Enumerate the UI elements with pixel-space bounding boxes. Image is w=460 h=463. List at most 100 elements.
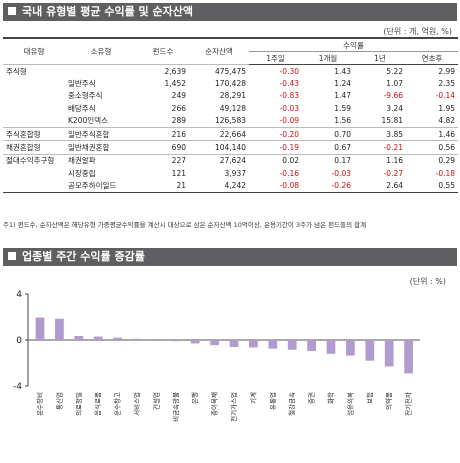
y-tick-label: 4 <box>16 290 22 300</box>
section-title: 국내 유형별 평균 수익률 및 순자산액 <box>22 5 193 18</box>
cell-m1: 0.67 <box>302 140 354 155</box>
cell-fund-count: 227 <box>137 153 189 168</box>
cell-net-assets: 475,475 <box>189 64 249 78</box>
cell-ytd: 0.29 <box>406 153 459 168</box>
cell-net-assets: 3,937 <box>224 168 246 178</box>
cell-ytd: -0.14 <box>435 91 456 101</box>
cell-ytd: 1.95 <box>438 103 456 113</box>
x-tick-label: 의료정밀 <box>74 392 83 416</box>
cell-y1: 1.07 <box>386 79 403 89</box>
y-tick-label: 0 <box>16 336 22 346</box>
table-row: 채권혼합형 일반채권혼합 690 104,140 -0.19 0.67 -0.21 0.56 <box>3 140 459 155</box>
x-tick-label: 철강금속 <box>287 392 296 416</box>
cell-fund-count: 1,452 <box>164 79 186 89</box>
bar <box>210 340 219 346</box>
cell-w1: -0.16 <box>279 168 299 178</box>
chart-unit-label: (단위 : %) <box>409 277 446 286</box>
table-row: 주식혼합형 일반주식혼합 216 22,664 -0.20 0.70 3.85 1.46 <box>3 126 459 141</box>
x-tick-label: 기계 <box>248 392 257 404</box>
header-1w: 1주일 <box>249 51 302 65</box>
bar <box>249 340 258 348</box>
cell-fund-count: 266 <box>171 103 186 113</box>
x-tick-label: 비금속광물 <box>171 392 180 422</box>
cell-y1: -0.21 <box>354 140 406 155</box>
cell-net-assets: 28,291 <box>219 91 246 101</box>
cell-m1: 1.47 <box>334 91 351 101</box>
cell-net-assets: 4,242 <box>189 179 249 193</box>
bar <box>74 335 84 340</box>
cell-subtype: 채권알파 <box>65 153 137 168</box>
cell-ytd: 2.35 <box>438 79 456 89</box>
cell-subtype: 일반채권혼합 <box>65 140 137 155</box>
cell-subtype: 일반주식혼합 <box>65 126 137 141</box>
cell-w1: -0.19 <box>249 140 302 155</box>
cell-w1: -0.08 <box>249 179 302 193</box>
cell-y1: 2.64 <box>354 179 406 193</box>
cell-m1: -0.03 <box>331 168 351 178</box>
header-ytd: 연초후 <box>406 51 459 65</box>
bar <box>346 340 355 356</box>
bullet-square-icon <box>8 7 16 15</box>
section-header-returns: 국내 유형별 평균 수익률 및 순자산액 <box>3 3 457 21</box>
x-tick-label: 화학 <box>326 392 335 404</box>
cell-net-assets: 126,583 <box>214 116 246 126</box>
x-tick-label: 종이목재 <box>210 392 219 416</box>
cell-m1: 0.17 <box>302 153 354 168</box>
header-subtype: 소유형 <box>65 37 137 65</box>
x-tick-label: 보험 <box>366 392 374 404</box>
cell-fund-count: 216 <box>137 126 189 141</box>
cell-ytd: 4.82 <box>438 116 456 126</box>
cell-subtype: K200인덱스 <box>68 116 108 126</box>
table-row: 일반주식 1,452 170,428 -0.43 1.24 1.07 2.35 <box>3 77 458 89</box>
y-tick-label: -4 <box>13 382 22 392</box>
bar <box>287 340 297 350</box>
x-tick-label: 전기가스업 <box>229 392 238 422</box>
table-row: 공모주하이일드 21 4,242 -0.08 -0.26 2.64 0.55 <box>3 179 459 193</box>
header-fund-count: 펀드수 <box>137 37 189 65</box>
cell-y1: 3.24 <box>386 103 403 113</box>
table-row: 시장중립 121 3,937 -0.16 -0.03 -0.27 -0.18 <box>3 167 458 179</box>
x-tick-label: 건설업 <box>151 392 160 410</box>
x-tick-label: 섬유의복 <box>345 392 354 416</box>
cell-fund-count: 690 <box>137 140 189 155</box>
bar <box>171 340 181 342</box>
cell-w1: -0.09 <box>279 116 299 126</box>
cell-w1: -0.30 <box>249 64 302 78</box>
bar <box>113 337 122 340</box>
cell-net-assets: 170,428 <box>214 79 246 89</box>
bar <box>93 336 103 340</box>
bar <box>35 317 45 340</box>
x-tick-label: 서비스업 <box>132 392 141 416</box>
cell-ytd: 0.56 <box>406 140 459 155</box>
cell-ytd: 0.55 <box>406 179 459 193</box>
cell-m1: 1.56 <box>334 116 351 126</box>
bar <box>404 340 413 374</box>
section-header-sector: 업종별 주간 수익률 증감률 <box>3 248 457 266</box>
bar <box>152 340 161 341</box>
cell-y1: -9.66 <box>383 91 403 101</box>
cell-fund-count: 289 <box>171 116 186 126</box>
cell-type: 채권혼합형 <box>3 140 65 155</box>
cell-subtype: 공모주하이일드 <box>65 179 137 193</box>
table-row: K200인덱스 289 126,583 -0.09 1.56 15.81 4.82 <box>3 115 458 128</box>
cell-m1: -0.26 <box>302 179 354 193</box>
cell-m1: 1.24 <box>334 79 351 89</box>
cell-y1: 3.85 <box>354 126 406 141</box>
cell-w1: -0.20 <box>249 126 302 141</box>
bullet-square-icon <box>8 252 16 260</box>
cell-ytd: -0.18 <box>435 168 456 178</box>
x-tick-label: 운수창고 <box>114 392 122 416</box>
cell-fund-count: 121 <box>171 168 186 178</box>
bar <box>365 340 375 361</box>
cell-subtype: 시장중립 <box>68 168 96 178</box>
header-1y: 1년 <box>354 51 406 65</box>
cell-net-assets: 27,624 <box>189 153 249 168</box>
cell-m1: 0.70 <box>302 126 354 141</box>
section-title: 업종별 주간 수익률 증감률 <box>22 250 145 263</box>
unit-label: (단위 : 개, 억원, %) <box>383 27 452 36</box>
x-tick-label: 운수장비 <box>35 392 44 416</box>
cell-y1: 5.22 <box>354 64 406 78</box>
bar <box>326 340 336 354</box>
cell-subtype: 일반주식 <box>68 79 96 89</box>
